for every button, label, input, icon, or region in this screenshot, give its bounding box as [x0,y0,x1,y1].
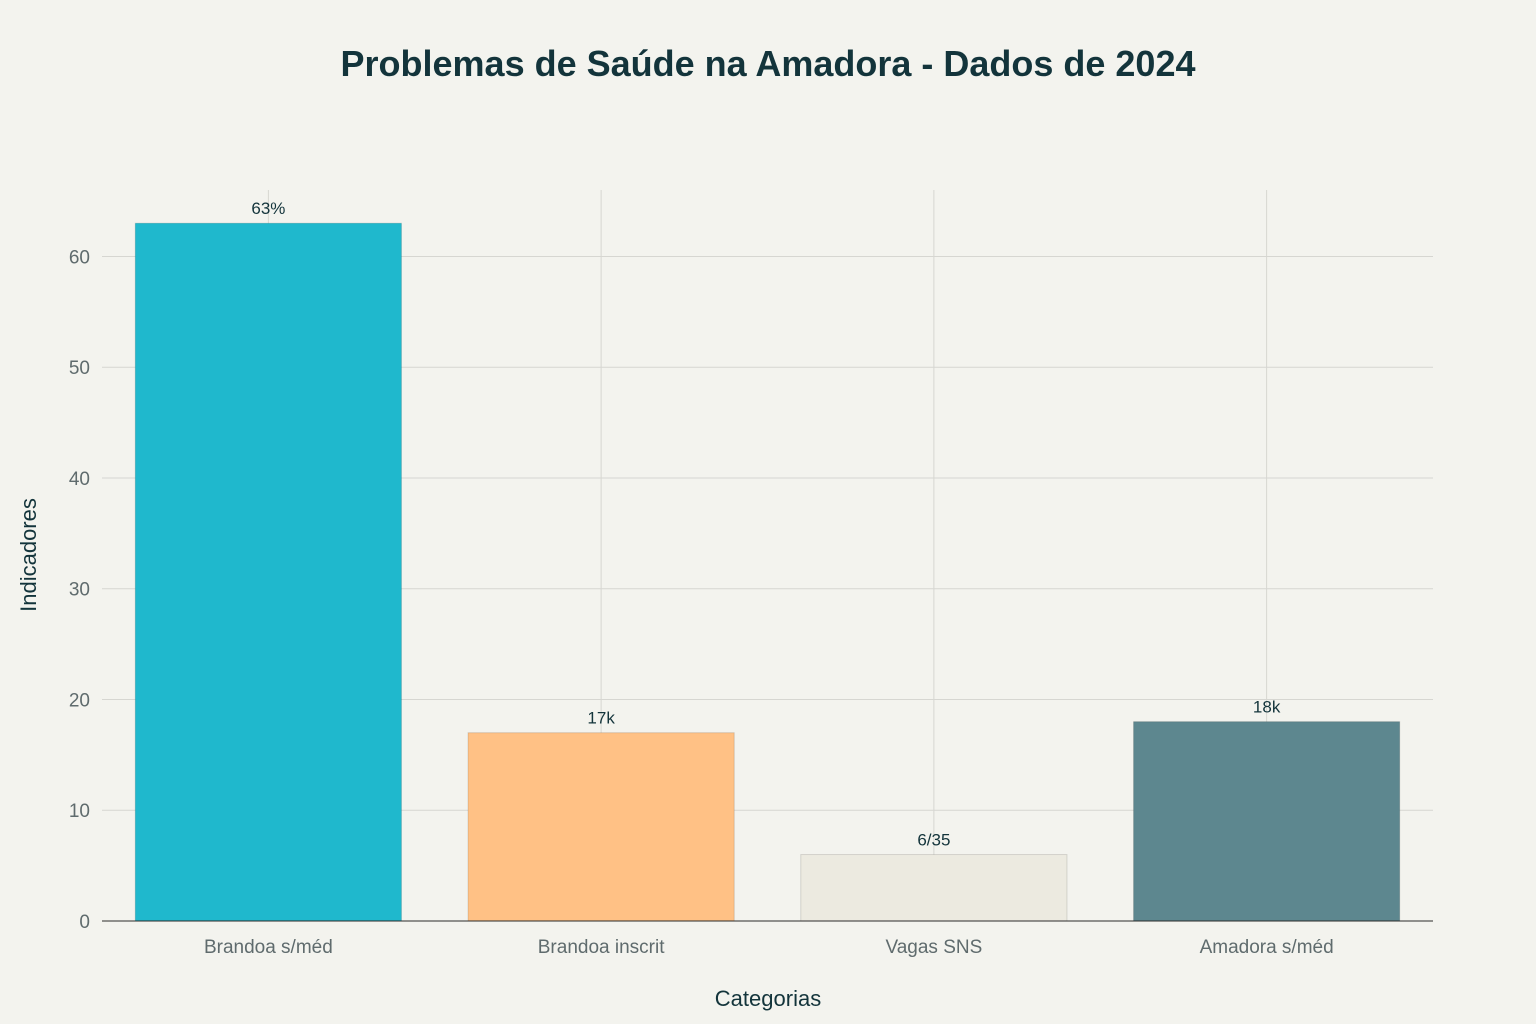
data-label: 17k [587,709,615,728]
data-labels: 63% 17k 6/35 18k [251,199,1280,849]
axis-ticks: 0 10 20 30 40 50 60 Brandoa s/méd Brandoa inscri… [69,247,1334,958]
y-tick-label: 50 [69,358,90,379]
bars [134,222,1401,922]
bar [1133,721,1401,922]
y-axis-title: Indicadores [16,498,41,612]
bar [134,222,402,922]
data-label: 6/35 [917,831,950,850]
chart-title: Problemas de Saúde na Amadora - Dados de… [341,43,1196,84]
x-axis-title: Categorias [715,986,821,1011]
y-tick-label: 30 [69,580,90,601]
x-tick-label: Brandoa s/méd [204,937,333,958]
y-tick-label: 40 [69,469,90,490]
x-tick-label: Brandoa inscrit [538,937,665,958]
y-tick-label: 0 [79,912,90,933]
x-tick-label: Vagas SNS [885,937,982,958]
data-label: 63% [251,199,285,218]
x-tick-label: Amadora s/méd [1200,937,1334,958]
data-label: 18k [1253,698,1281,717]
y-tick-label: 60 [69,247,90,268]
bar [800,854,1068,922]
y-tick-label: 10 [69,801,90,822]
y-tick-label: 20 [69,690,90,711]
bar [467,732,735,922]
